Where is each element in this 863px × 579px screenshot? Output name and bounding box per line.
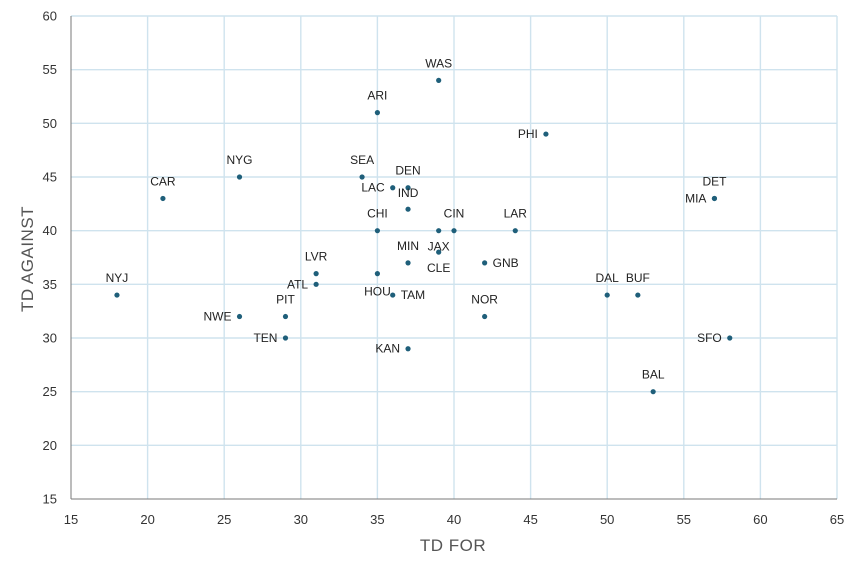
x-tick-label: 40 xyxy=(447,512,461,527)
data-point-ari xyxy=(374,110,380,116)
x-tick-label: 30 xyxy=(294,512,308,527)
point-label-tam: TAM xyxy=(401,288,425,302)
data-point-nwe xyxy=(236,313,243,320)
point-label-nwe: NWE xyxy=(204,310,232,324)
data-point-sea xyxy=(359,174,365,180)
axes: 15 20 25 30 35 40 45 50 55 60 65 15 20 25 30 35 40 45 50 55… xyxy=(43,9,845,528)
data-point-nyj xyxy=(114,292,120,298)
point-label-lar: LAR xyxy=(504,207,528,221)
point-label-bal: BAL xyxy=(642,368,665,382)
point-label-chi: CHI xyxy=(367,207,388,221)
y-tick-label: 35 xyxy=(43,277,57,292)
point-label-nor: NOR xyxy=(471,293,498,307)
data-point-nyg xyxy=(236,174,243,180)
data-point-pit xyxy=(282,313,289,320)
point-label-atl: ATL xyxy=(287,277,308,291)
point-label-nyg: NYG xyxy=(227,153,253,167)
point-label-gnb: GNB xyxy=(493,256,519,270)
data-point-hou xyxy=(374,271,380,277)
y-tick-label: 15 xyxy=(43,492,57,507)
point-label-min: MIN xyxy=(397,239,419,253)
data-point-car xyxy=(160,195,166,202)
point-label-kan: KAN xyxy=(375,342,400,356)
point-label-was: WAS xyxy=(425,56,452,70)
x-tick-label: 35 xyxy=(370,512,384,527)
data-point-phi xyxy=(543,131,549,137)
point-label-cin: CIN xyxy=(444,207,465,221)
data-points xyxy=(114,77,733,395)
y-tick-label: 40 xyxy=(43,223,57,238)
data-point-was xyxy=(436,77,442,83)
x-tick-label: 50 xyxy=(600,512,614,527)
data-point-cle xyxy=(436,249,442,255)
point-label-nyj: NYJ xyxy=(106,271,129,285)
data-point-ten xyxy=(282,335,289,341)
point-label-det: DET xyxy=(702,174,727,188)
point-label-mia: MIA xyxy=(685,191,706,205)
data-point-dal xyxy=(604,292,610,298)
x-tick-label: 55 xyxy=(677,512,691,527)
point-label-phi: PHI xyxy=(518,127,538,141)
y-axis-title: TD AGAINST xyxy=(18,206,37,312)
y-tick-label: 20 xyxy=(43,438,57,453)
data-point-kan xyxy=(405,346,411,352)
point-label-pit: PIT xyxy=(276,293,295,307)
y-tick-label: 30 xyxy=(43,331,57,346)
point-label-car: CAR xyxy=(150,174,176,188)
point-label-ari: ARI xyxy=(367,89,387,103)
y-tick-label: 55 xyxy=(43,62,57,77)
data-point-bal xyxy=(650,389,656,395)
point-label-dal: DAL xyxy=(596,271,620,285)
data-point-cin xyxy=(451,228,457,234)
data-point-jax xyxy=(436,228,442,234)
point-label-hou: HOU xyxy=(364,285,391,299)
x-tick-label: 15 xyxy=(64,512,78,527)
data-point-sfo xyxy=(727,335,733,341)
y-tick-label: 25 xyxy=(43,384,57,399)
data-point-atl xyxy=(313,281,319,287)
gridlines xyxy=(71,15,838,499)
data-point-nor xyxy=(482,313,488,320)
y-tick-label: 60 xyxy=(43,9,57,24)
point-label-lac: LAC xyxy=(361,181,385,195)
data-point-chi xyxy=(374,228,380,234)
point-label-ind: IND xyxy=(398,186,419,200)
point-label-buf: BUF xyxy=(626,271,650,285)
point-label-ten: TEN xyxy=(253,331,277,345)
point-label-den: DEN xyxy=(395,164,420,178)
x-tick-label: 60 xyxy=(753,512,767,527)
point-label-lvr: LVR xyxy=(305,250,328,264)
data-point-mia xyxy=(711,195,718,202)
data-point-min xyxy=(405,260,411,266)
data-point-ind xyxy=(405,206,411,212)
data-point-lar xyxy=(512,228,518,234)
y-tick-label: 45 xyxy=(43,170,57,185)
y-tick-label: 50 xyxy=(43,116,57,131)
x-axis-title: TD FOR xyxy=(420,536,486,555)
x-tick-label: 25 xyxy=(217,512,231,527)
data-point-tam xyxy=(390,292,396,298)
data-point-buf xyxy=(635,292,641,298)
point-label-cle: CLE xyxy=(427,261,450,275)
x-tick-label: 20 xyxy=(140,512,154,527)
data-point-gnb xyxy=(482,260,488,266)
point-label-sfo: SFO xyxy=(697,331,722,345)
data-point-lvr xyxy=(313,271,319,277)
point-label-jax: JAX xyxy=(428,240,450,254)
data-point-lac xyxy=(390,185,396,191)
x-tick-label: 65 xyxy=(830,512,844,527)
point-labels: WAS ARI PHI NYG SEA DEN LAC CAR DET MIA IND CHI CIN L… xyxy=(106,56,727,381)
point-label-sea: SEA xyxy=(350,153,374,167)
data-point-den xyxy=(405,185,411,191)
x-tick-label: 45 xyxy=(523,512,537,527)
